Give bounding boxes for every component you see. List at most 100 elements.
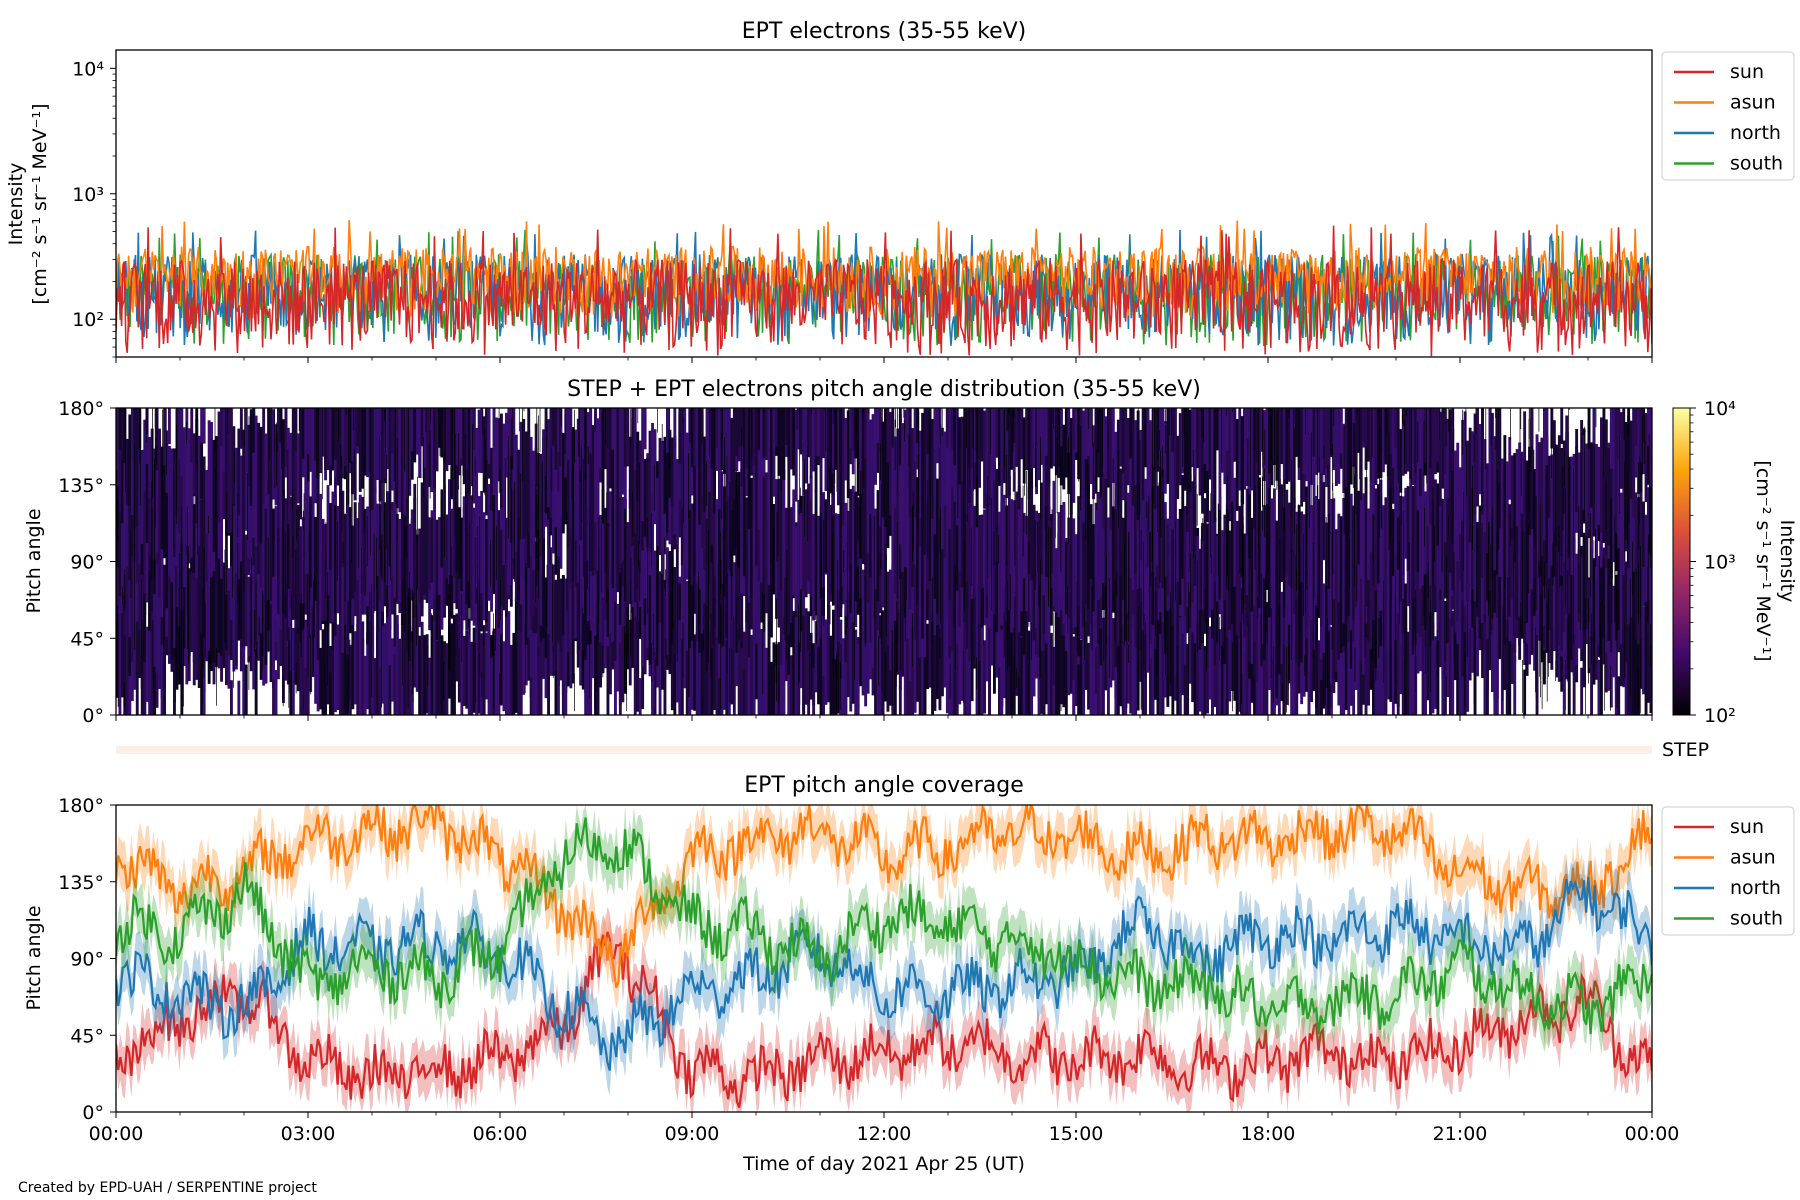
heatmap-cell	[1411, 544, 1415, 655]
heatmap-cell	[993, 571, 996, 694]
heatmap-cell	[1010, 499, 1014, 633]
heatmap-cell	[985, 461, 989, 596]
heatmap-cell	[351, 408, 355, 495]
heatmap-cell	[1263, 505, 1266, 579]
heatmap-cell	[381, 481, 384, 612]
heatmap-cell	[1421, 467, 1425, 586]
panel3-xtick-label-4: 12:00	[857, 1123, 912, 1145]
heatmap-cell	[175, 457, 179, 593]
series-north-pitch	[116, 876, 1652, 1071]
heatmap-cell	[398, 638, 402, 715]
heatmap-cell	[1245, 488, 1249, 596]
heatmap-cell	[1290, 408, 1294, 454]
heatmap-cell	[1302, 592, 1306, 697]
heatmap-cell	[1087, 485, 1090, 609]
heatmap-cell	[559, 408, 563, 516]
heatmap-cell	[700, 548, 704, 648]
heatmap-cell	[918, 430, 922, 518]
heatmap-cell	[130, 451, 134, 515]
heatmap-cell	[1461, 419, 1465, 521]
heatmap-cell	[220, 408, 223, 447]
heatmap-cell	[148, 550, 152, 662]
heatmap-cell	[1399, 429, 1403, 493]
heatmap-cell	[856, 644, 860, 715]
heatmap-cell	[752, 408, 756, 465]
heatmap-cell	[1035, 408, 1038, 495]
heatmap-cell	[1624, 561, 1628, 637]
heatmap-cell	[1396, 613, 1400, 715]
heatmap-cell	[886, 408, 890, 464]
heatmap-cell	[1079, 408, 1083, 499]
heatmap-cell	[264, 433, 268, 509]
heatmap-cell	[1183, 506, 1187, 616]
heatmap-cell	[566, 408, 570, 460]
panel2-xticks	[115, 715, 1653, 721]
heatmap-cell	[475, 587, 479, 715]
colorbar-tick-label-0: 10²	[1704, 705, 1736, 727]
heatmap-cell	[448, 479, 451, 582]
heatmap-cell	[708, 554, 711, 621]
heatmap-cell	[296, 505, 300, 629]
heatmap-cell	[1391, 532, 1395, 652]
heatmap-cell	[485, 408, 488, 516]
heatmap-cell	[859, 414, 863, 495]
heatmap-cell	[123, 408, 127, 463]
heatmap-cell	[462, 635, 466, 706]
heatmap-cell	[381, 610, 384, 704]
heatmap-cell	[1582, 532, 1586, 630]
heatmap-cell	[1243, 652, 1247, 715]
heatmap-cell	[698, 408, 702, 525]
heatmap-cell	[398, 518, 402, 603]
heatmap-cell	[745, 497, 749, 623]
heatmap-cell	[202, 678, 206, 715]
heatmap-cell	[866, 602, 870, 694]
heatmap-cell	[125, 615, 129, 715]
heatmap-cell	[309, 496, 313, 588]
heatmap-cell	[1062, 424, 1066, 490]
heatmap-cell	[616, 603, 620, 692]
heatmap-cell	[725, 486, 729, 614]
heatmap-cell	[1431, 408, 1435, 500]
heatmap-cell	[490, 657, 493, 715]
heatmap-cell	[1059, 408, 1063, 446]
heatmap-cell	[1401, 610, 1405, 715]
heatmap-cell	[926, 408, 929, 455]
heatmap-cell	[698, 652, 702, 715]
heatmap-cell	[272, 409, 275, 500]
heatmap-cell	[742, 669, 746, 715]
heatmap-cell	[1401, 408, 1405, 476]
heatmap-cell	[1436, 483, 1440, 546]
panel3-xtick-label-6: 18:00	[1241, 1123, 1296, 1145]
heatmap-cell	[1225, 612, 1229, 715]
colorbar-tick-label-2: 10⁴	[1704, 398, 1736, 420]
heatmap-cell	[1567, 456, 1571, 558]
heatmap-cell	[1129, 465, 1133, 578]
heatmap-cell	[517, 489, 521, 602]
heatmap-cell	[1290, 469, 1294, 588]
heatmap-cell	[1116, 470, 1120, 603]
heatmap-cell	[1062, 505, 1066, 624]
heatmap-cell	[566, 422, 570, 513]
heatmap-cell	[1374, 552, 1378, 669]
heatmap-cell	[450, 541, 454, 619]
heatmap-cell	[205, 534, 209, 661]
heatmap-cell	[1282, 644, 1286, 715]
heatmap-cell	[215, 436, 218, 562]
heatmap-cell	[596, 640, 600, 715]
heatmap-cell	[475, 500, 479, 589]
heatmap-cell	[1406, 486, 1410, 571]
heatmap-cell	[1592, 409, 1596, 537]
heatmap-cell	[366, 408, 370, 478]
heatmap-cell	[514, 434, 518, 521]
heatmap-cell	[727, 408, 731, 497]
heatmap-cell	[1235, 664, 1239, 715]
heatmap-cell	[636, 593, 640, 712]
heatmap-cell	[1059, 505, 1063, 598]
heatmap-cell	[1280, 591, 1284, 664]
heatmap-cell	[482, 625, 486, 715]
heatmap-cell	[1374, 488, 1378, 591]
heatmap-cell	[680, 527, 684, 640]
heatmap-cell	[735, 408, 739, 457]
heatmap-cell	[1478, 424, 1482, 495]
